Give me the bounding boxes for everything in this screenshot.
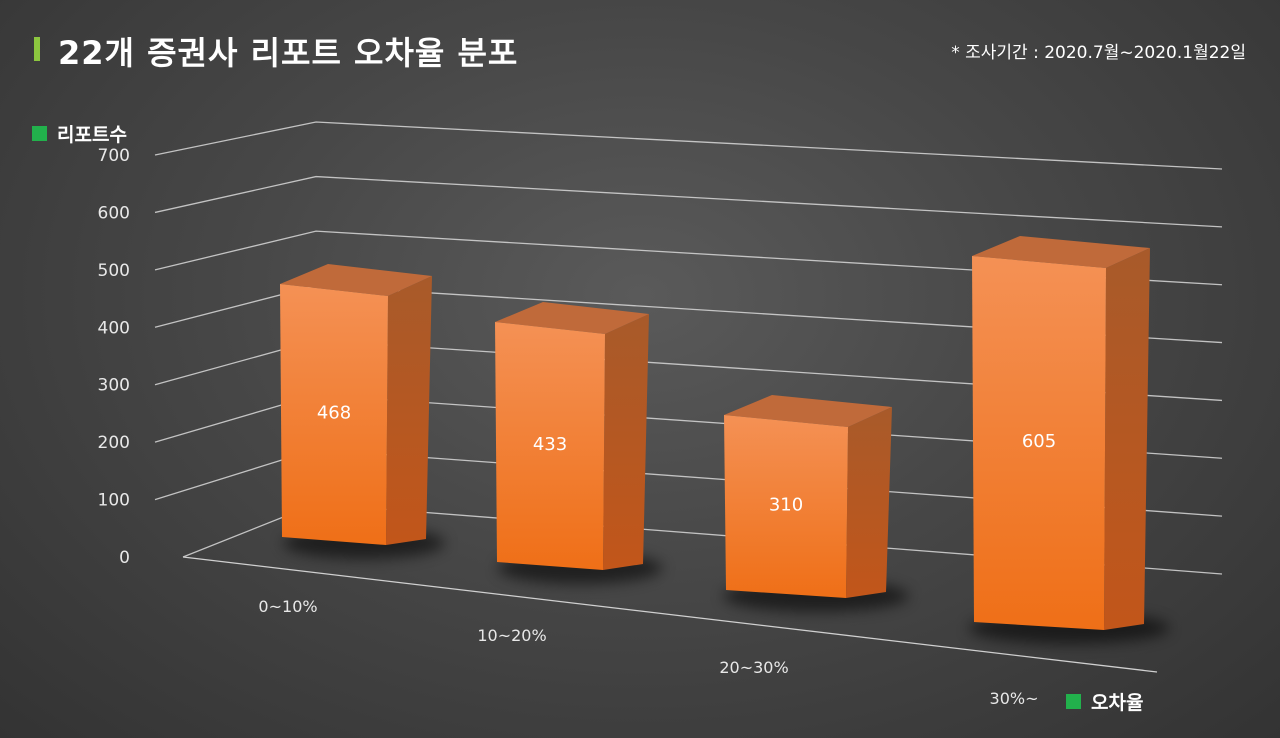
bar: 310 <box>724 395 892 598</box>
bar-value-label: 433 <box>533 434 567 455</box>
legend-square-icon <box>1066 694 1081 709</box>
y-tick-label: 100 <box>98 491 130 511</box>
bar-side-face <box>386 276 432 545</box>
bar: 468 <box>280 264 432 545</box>
x-tick-label: 0~10% <box>258 597 317 616</box>
x-tick-label: 30%~ <box>990 689 1039 708</box>
x-axis-label: 오차율 <box>1091 692 1144 714</box>
bar-value-label: 310 <box>769 495 803 516</box>
bar-top-face <box>280 264 432 296</box>
bars: 468 433 310 605 <box>280 236 1150 630</box>
bar-side-face <box>846 407 892 598</box>
x-axis-legend: 오차율 <box>1066 688 1143 715</box>
gridline <box>154 230 1223 286</box>
bar-value-label: 605 <box>1022 431 1056 452</box>
y-axis-ticks: 0 100 200 300 400 500 600 700 <box>98 146 130 568</box>
gridline <box>154 175 1223 228</box>
x-axis-baseline <box>182 556 1158 673</box>
legend-square-icon <box>32 126 47 141</box>
x-axis-ticks: 0~10% 10~20% 20~30% 30%~ <box>258 597 1038 708</box>
bar-front-face <box>724 415 848 598</box>
gridline <box>154 121 1223 170</box>
y-tick-label: 600 <box>98 203 130 223</box>
bar-top-face <box>972 236 1150 268</box>
bar-front-face <box>495 322 605 570</box>
bar-side-face <box>603 314 649 570</box>
bar-top-face <box>724 395 892 427</box>
bar-front-face <box>280 284 388 545</box>
y-tick-label: 500 <box>98 261 130 281</box>
bar: 433 <box>495 302 649 570</box>
x-tick-label: 10~20% <box>477 626 546 645</box>
bar-value-label: 468 <box>317 403 351 424</box>
survey-period-note: * 조사기간 : 2020.7월~2020.1월22일 <box>951 43 1246 63</box>
chart-title: 22개 증권사 리포트 오차율 분포 <box>58 34 519 72</box>
y-tick-label: 400 <box>98 318 130 338</box>
bar-front-face <box>972 256 1106 630</box>
y-tick-label: 300 <box>98 376 130 396</box>
x-tick-label: 20~30% <box>719 658 788 677</box>
bar: 605 <box>972 236 1150 630</box>
y-tick-label: 0 <box>119 548 130 568</box>
bar-top-face <box>495 302 649 334</box>
y-tick-label: 700 <box>98 146 130 166</box>
y-axis-legend: 리포트수 <box>32 120 127 147</box>
title-accent-bar <box>34 37 40 61</box>
y-tick-label: 200 <box>98 433 130 453</box>
bar-side-face <box>1104 248 1150 630</box>
y-axis-label: 리포트수 <box>57 124 127 146</box>
